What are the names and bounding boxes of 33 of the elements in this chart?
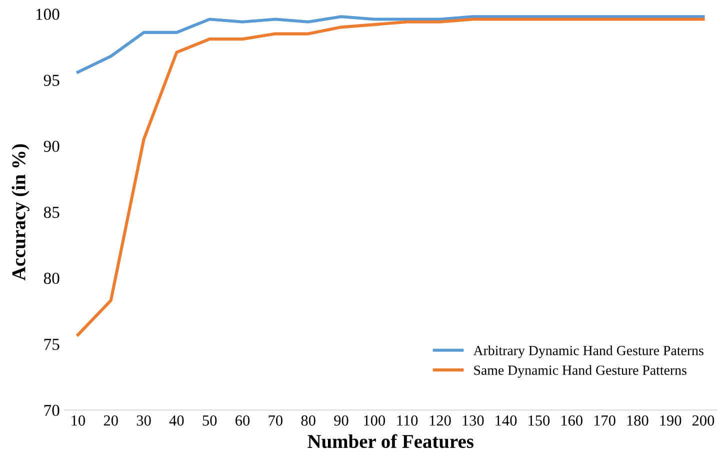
x-tick-label: 170 [594,415,616,426]
x-tick-label: 50 [202,415,217,426]
x-tick-label: 10 [72,415,86,426]
y-tick-label: 85 [44,206,60,218]
legend-label: Arbitrary Dynamic Hand Gesture Paterns [473,345,704,358]
x-tick-label: 100 [364,415,386,426]
x-tick-label: 140 [496,415,517,426]
y-tick-label: 80 [44,272,60,284]
y-tick-label: 100 [36,8,60,20]
line-series [76,18,705,336]
x-tick-label: 110 [397,415,418,426]
x-tick-label: 70 [268,415,282,426]
legend-label: Same Dynamic Hand Gesture Patterns [474,365,686,378]
x-tick-label: 200 [692,415,714,426]
y-tick-label: 95 [44,74,60,86]
line-series [76,15,705,74]
y-axis-title: Accuracy (in %) [12,144,30,280]
y-tick-label: 90 [44,140,60,152]
x-tick-label: 60 [236,415,250,426]
x-tick-label: 40 [169,415,184,426]
x-tick-label: 190 [660,415,682,426]
y-tick-label: 75 [44,338,60,350]
x-tick-label: 120 [430,415,451,426]
x-tick-label: 180 [627,415,648,426]
x-tick-label: 130 [462,415,484,426]
x-tick-label: 150 [528,415,550,426]
x-tick-label: 30 [136,415,151,426]
x-tick-label: 80 [301,415,316,426]
x-tick-label: 20 [104,415,118,426]
x-tick-label: 90 [334,415,348,426]
x-tick-label: 160 [561,415,582,426]
x-axis-title: Number of Features [308,434,474,448]
y-tick-label: 70 [44,404,60,416]
